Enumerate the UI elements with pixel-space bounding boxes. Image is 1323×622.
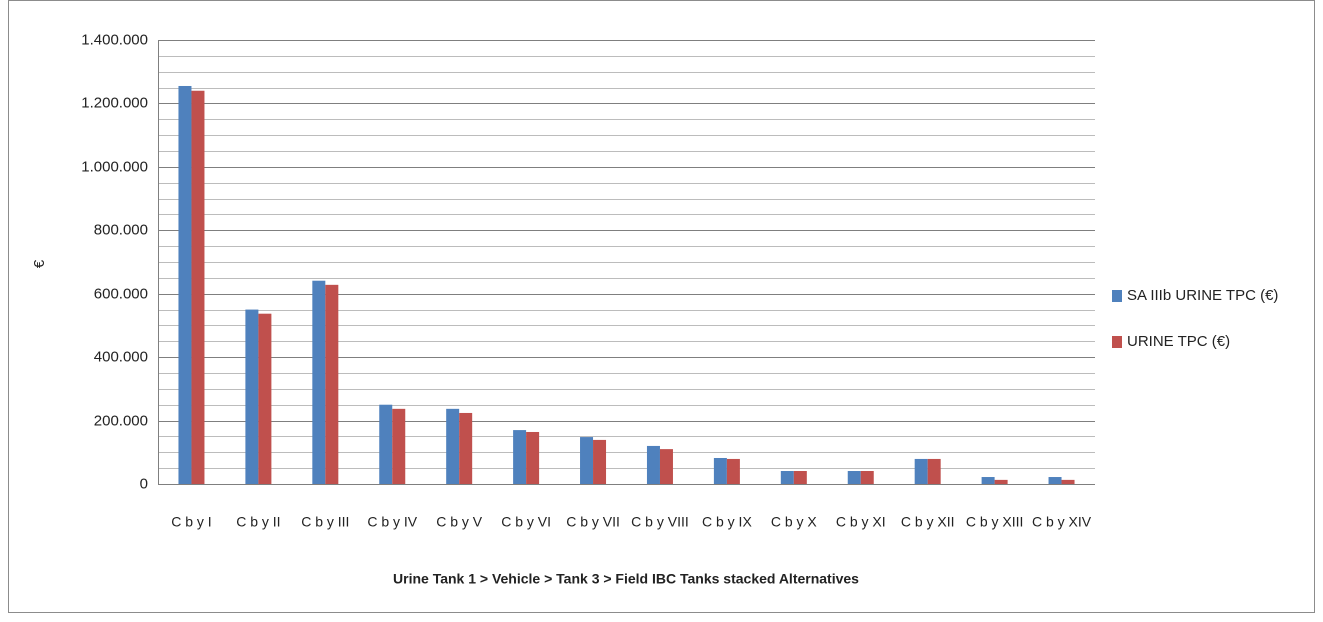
legend-swatch: [1112, 336, 1122, 348]
bar: [927, 458, 941, 484]
bar: [580, 437, 594, 484]
x-tick-label: C b y V: [436, 514, 483, 530]
y-tick-label: 800.000: [94, 221, 148, 238]
x-tick-label: C b y X: [771, 514, 818, 530]
legend-label: SA IIIb URINE TPC (€): [1127, 287, 1278, 304]
chart-frame: [8, 0, 1315, 613]
y-tick-label: 200.000: [94, 412, 148, 429]
x-tick-label: C b y VI: [501, 514, 551, 530]
y-tick-label: 400.000: [94, 348, 148, 365]
x-tick-label: C b y VII: [566, 514, 620, 530]
x-tick-label: C b y IV: [367, 514, 417, 530]
bar: [793, 470, 807, 484]
x-tick-label: C b y III: [301, 514, 349, 530]
x-tick-label: C b y XII: [901, 514, 955, 530]
bar: [659, 449, 673, 484]
bar: [780, 470, 794, 484]
bar: [1048, 477, 1062, 484]
x-axis-title: Urine Tank 1 > Vehicle > Tank 3 > Field …: [393, 571, 859, 587]
bar: [593, 439, 607, 484]
bar: [258, 313, 272, 484]
bar: [646, 445, 660, 484]
x-tick-label: C b y XI: [836, 514, 886, 530]
bar: [392, 408, 406, 484]
bar: [981, 477, 995, 484]
bar: [312, 280, 326, 484]
bar: [860, 470, 874, 484]
bar: [325, 284, 339, 484]
bar: [526, 431, 540, 484]
legend-swatch: [1112, 290, 1122, 302]
y-tick-label: 1.400.000: [81, 31, 148, 48]
y-axis-title: €: [31, 259, 48, 268]
x-tick-label: C b y IX: [702, 514, 752, 530]
bar: [459, 412, 473, 484]
bar: [245, 309, 259, 484]
y-tick-label: 600.000: [94, 285, 148, 302]
x-tick-label: C b y VIII: [631, 514, 689, 530]
x-tick-label: C b y XIII: [966, 514, 1024, 530]
bar: [994, 479, 1008, 484]
x-tick-label: C b y I: [171, 514, 211, 530]
y-tick-label: 1.200.000: [81, 94, 148, 111]
bar: [446, 408, 460, 484]
y-tick-label: 0: [140, 475, 148, 492]
bar: [191, 90, 205, 484]
bar: [178, 85, 192, 484]
bar: [726, 458, 740, 484]
x-tick-label: C b y II: [236, 514, 280, 530]
y-tick-label: 1.000.000: [81, 158, 148, 175]
bar: [847, 470, 861, 484]
bar: [379, 404, 393, 484]
legend-label: URINE TPC (€): [1127, 333, 1230, 350]
bar: [1061, 479, 1075, 484]
x-tick-label: C b y XIV: [1032, 514, 1092, 530]
bar: [713, 457, 727, 484]
bar: [914, 458, 928, 484]
bar: [513, 430, 527, 484]
